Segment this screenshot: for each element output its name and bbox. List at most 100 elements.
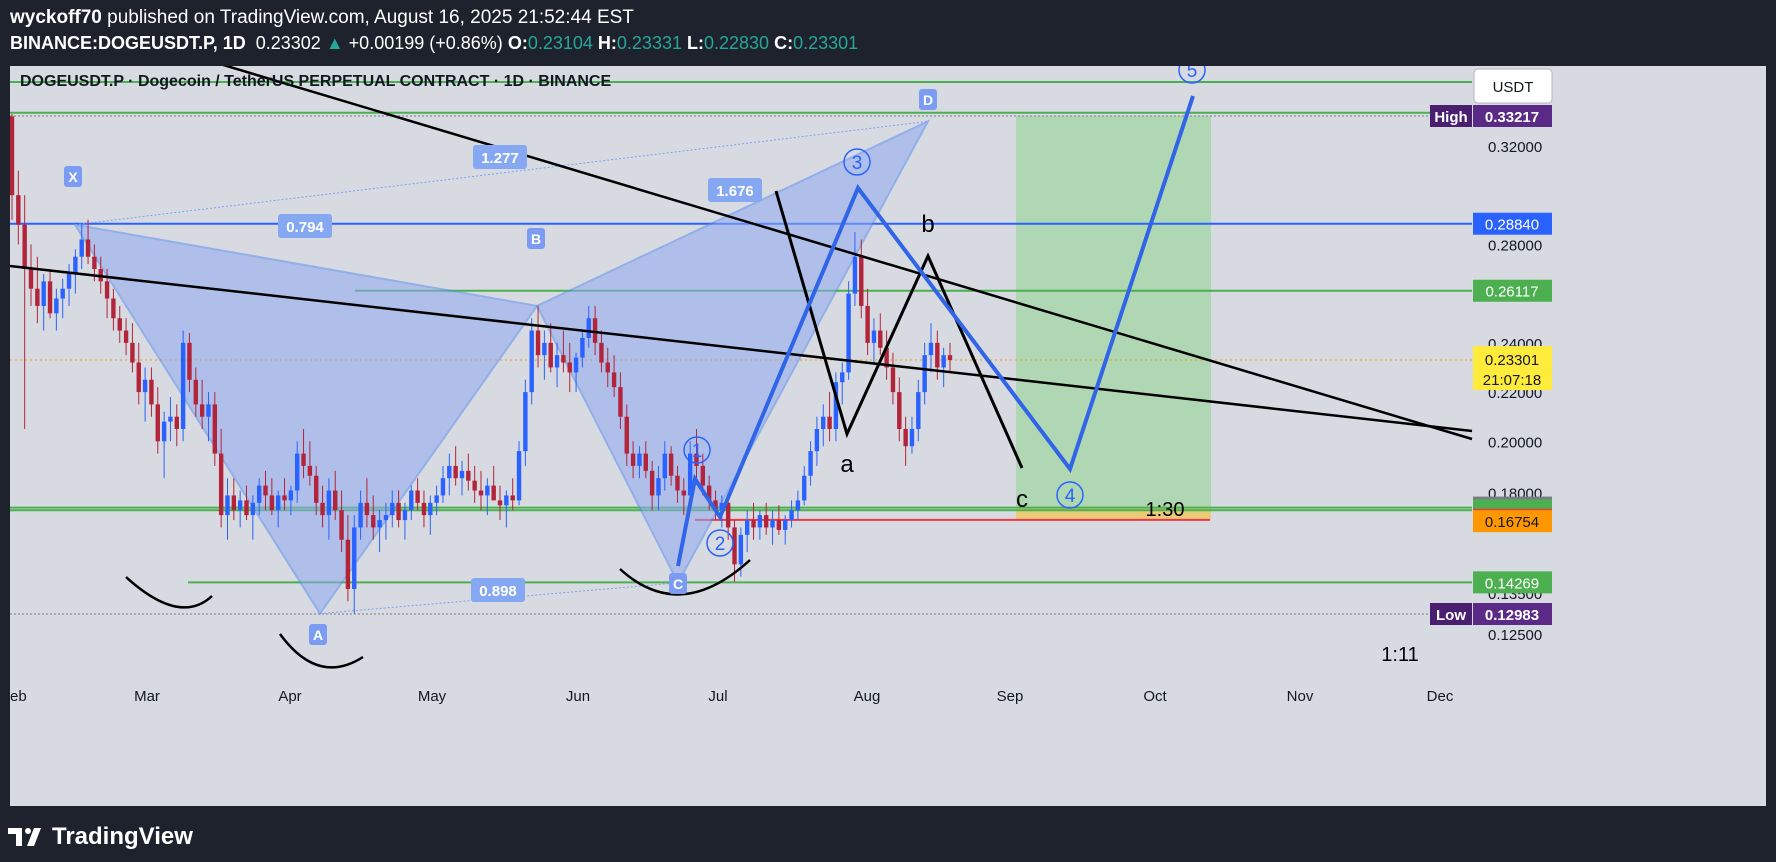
candle-body (415, 490, 420, 503)
price-tag-label: Low (1436, 607, 1466, 624)
low-value: 0.22830 (704, 33, 770, 53)
candle-body (497, 500, 503, 506)
candle-body (821, 416, 826, 429)
price-label-value: 0.23301 (1485, 352, 1539, 369)
candle-body (472, 480, 477, 491)
candle-body (28, 269, 34, 289)
candle-body (871, 330, 877, 343)
wave-label: 4 (1065, 486, 1076, 507)
candle-body (523, 392, 528, 452)
price-label-value: 0.16754 (1485, 514, 1539, 531)
candle-body (802, 475, 807, 501)
candle-body (47, 281, 53, 314)
price-chart[interactable]: X A B C D 0.794 1.277 0.898 1.676 1 2 3 4 5 a b c 1:30 1:1… (10, 66, 1766, 806)
candle-body (10, 116, 15, 196)
candle-body (935, 342, 940, 368)
candle-body (833, 382, 839, 429)
pattern-point-badge (919, 89, 937, 110)
candle-body (256, 485, 262, 503)
price-label-bg (1473, 510, 1552, 533)
brand-name[interactable]: TradingView (52, 823, 193, 850)
candle-body (333, 490, 338, 511)
candle-body (535, 330, 541, 356)
symbol-label[interactable]: BINANCE:DOGEUSDT.P, 1D (10, 33, 246, 53)
candle-body (795, 500, 801, 511)
candle-body (491, 485, 496, 501)
candle-body (909, 428, 915, 447)
candle-body (402, 510, 408, 521)
ohlc-bar: BINANCE:DOGEUSDT.P, 1D 0.23302 ▲ +0.0019… (10, 33, 858, 54)
candle-body (941, 355, 946, 368)
candle-body (79, 239, 84, 257)
tradingview-logo-icon (8, 828, 41, 846)
fib-ratio-label: 0.794 (286, 219, 324, 236)
close-value: 0.23301 (793, 33, 859, 53)
candle-body (903, 428, 908, 447)
candle-body (884, 347, 889, 368)
candle-body (783, 520, 788, 530)
candle-body (180, 342, 186, 429)
candle-body (947, 355, 953, 361)
x-axis-tick-label: Jun (566, 688, 590, 705)
pattern-point-label: D (923, 92, 933, 108)
candle-body (662, 453, 667, 479)
candle-body (288, 490, 294, 501)
x-axis-tick-label: Jul (708, 688, 727, 705)
candle-body (231, 495, 237, 511)
candle-body (713, 500, 718, 511)
price-label-bg (1473, 212, 1552, 235)
candle-body (237, 500, 243, 511)
candle-body (808, 451, 813, 476)
candle-body (890, 367, 896, 393)
candle-body (719, 502, 725, 511)
risk-reward-label: 1:30 (1146, 499, 1185, 521)
candle-body (161, 421, 167, 442)
candle-body (485, 485, 490, 496)
candle-body (776, 520, 782, 530)
candle-body (611, 372, 617, 388)
candle-body (725, 502, 731, 528)
candle-body (73, 256, 78, 274)
candle-body (41, 281, 46, 306)
fib-ratio-badge (278, 214, 332, 238)
candle-body (618, 387, 623, 417)
axis-layer: eb Mar Apr May Jun Jul Aug Sep Oct Nov Dec 0.32000 0… (10, 68, 1553, 705)
candle-body (117, 318, 122, 331)
candle-body (212, 404, 218, 454)
candle-body (16, 195, 21, 225)
candle-body (548, 342, 553, 368)
high-value: 0.23331 (616, 33, 682, 53)
candle-body (193, 379, 198, 405)
chart-header: wyckoff70 published on TradingView.com, … (0, 0, 1776, 66)
price-label-bg (1473, 105, 1552, 127)
candle-body (706, 485, 712, 501)
candle-body (751, 520, 756, 528)
candle-body (453, 465, 458, 479)
fib-ratio-label: 1.676 (716, 183, 754, 200)
candle-body (878, 330, 883, 348)
candle-body (364, 502, 370, 516)
wave-label: 1 (692, 441, 703, 462)
pattern-point-badge (309, 624, 327, 645)
price-tag-bg (1430, 105, 1472, 127)
x-axis-tick-label: Dec (1427, 688, 1454, 705)
candle-body (320, 502, 325, 516)
candle-body (846, 293, 851, 373)
candle-body (573, 357, 579, 373)
open-label: O: (507, 33, 528, 53)
publisher-name[interactable]: wyckoff70 (10, 7, 102, 28)
price-label-value: 0.28840 (1485, 217, 1539, 234)
y-axis-tick-label: 0.20000 (1488, 434, 1542, 451)
price-label-bg (1473, 571, 1552, 594)
candle-body (345, 539, 351, 589)
candle-body (504, 495, 509, 506)
candle-body (814, 428, 820, 452)
pattern-triangle-bcd (535, 119, 931, 585)
chart-pane[interactable]: X A B C D 0.794 1.277 0.898 1.676 1 2 3 4 5 a b c 1:30 1:1… (10, 66, 1766, 806)
price-label-value: 0.12983 (1485, 607, 1539, 624)
candle-body (897, 392, 902, 429)
fib-ratio-label: 0.898 (479, 583, 517, 600)
candle-body (383, 515, 389, 521)
candle-body (434, 495, 439, 503)
bottom-arc (125, 576, 213, 609)
